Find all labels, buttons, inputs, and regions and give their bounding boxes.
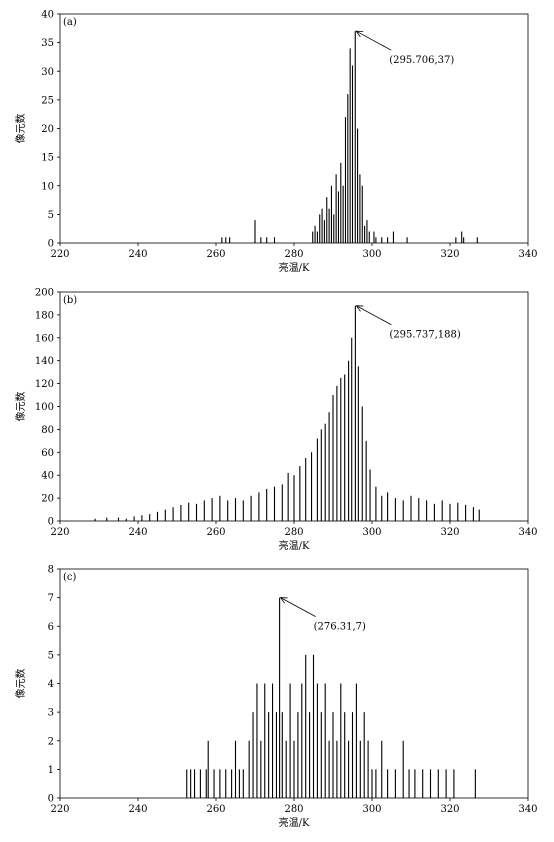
- y-tick-label: 8: [48, 565, 54, 576]
- x-tick-label: 240: [128, 527, 147, 538]
- x-tick-label: 220: [50, 527, 69, 538]
- y-tick-label: 6: [48, 622, 54, 633]
- x-axis-title: 亮温/K: [279, 539, 310, 552]
- y-tick-label: 0: [48, 794, 54, 805]
- x-tick-label: 220: [50, 249, 69, 260]
- y-tick-label: 30: [41, 67, 54, 78]
- y-tick-label: 80: [41, 425, 54, 436]
- annotation-arrow-line: [356, 30, 392, 51]
- x-tick-label: 220: [50, 804, 69, 815]
- panel-label: (c): [63, 572, 77, 583]
- annotation-arrow-line: [356, 305, 392, 326]
- y-axis-title: 像元数: [14, 392, 27, 422]
- x-tick-label: 300: [362, 804, 381, 815]
- x-tick-label: 280: [284, 249, 303, 260]
- annotation-arrow-head: [279, 597, 288, 604]
- y-tick-label: 35: [41, 38, 54, 49]
- y-tick-label: 7: [48, 593, 54, 604]
- annotation-arrow-line: [280, 597, 316, 617]
- y-tick-label: 40: [41, 471, 54, 482]
- y-tick-label: 160: [35, 333, 54, 344]
- y-tick-label: 20: [41, 124, 54, 135]
- y-axis-title: 像元数: [14, 669, 27, 699]
- peak-annotation-label: (276.31,7): [314, 622, 366, 633]
- y-tick-label: 5: [48, 650, 54, 661]
- y-tick-label: 100: [35, 402, 54, 413]
- peak-annotation-label: (295.737,188): [389, 330, 461, 341]
- y-tick-label: 2: [48, 736, 54, 747]
- x-tick-label: 320: [440, 527, 459, 538]
- y-tick-label: 5: [48, 210, 54, 221]
- y-tick-label: 180: [35, 310, 54, 321]
- x-tick-label: 260: [206, 804, 225, 815]
- panel-label: (b): [63, 295, 77, 306]
- y-tick-label: 40: [41, 10, 54, 21]
- y-tick-label: 20: [41, 494, 54, 505]
- y-tick-label: 0: [48, 239, 54, 250]
- x-tick-label: 280: [284, 804, 303, 815]
- x-tick-label: 280: [284, 527, 303, 538]
- y-tick-label: 60: [41, 448, 54, 459]
- bar-series: [221, 31, 478, 243]
- y-tick-label: 3: [48, 708, 54, 719]
- plot-frame: [59, 13, 529, 244]
- y-tick-label: 0: [48, 517, 54, 528]
- x-tick-label: 340: [518, 527, 537, 538]
- y-tick-label: 140: [35, 356, 54, 367]
- y-tick-label: 200: [35, 288, 54, 299]
- x-tick-label: 340: [518, 804, 537, 815]
- panel-label: (a): [63, 17, 77, 28]
- x-tick-label: 320: [440, 804, 459, 815]
- x-tick-label: 320: [440, 249, 459, 260]
- y-tick-label: 120: [35, 379, 54, 390]
- x-tick-label: 260: [206, 249, 225, 260]
- y-tick-label: 10: [41, 181, 54, 192]
- panel-a: (a) 220 240 260 280 300 320 340 0 5 10 15 20 25 30 35 40…: [14, 10, 538, 275]
- x-axis-title: 亮温/K: [279, 261, 310, 274]
- bar-series: [186, 597, 476, 798]
- y-tick-label: 15: [41, 153, 54, 164]
- x-tick-label: 300: [362, 249, 381, 260]
- y-tick-label: 25: [41, 95, 54, 106]
- x-tick-label: 340: [518, 249, 537, 260]
- x-tick-label: 300: [362, 527, 381, 538]
- annotation-arrow-head: [355, 305, 364, 312]
- y-tick-label: 4: [48, 679, 54, 690]
- x-axis-title: 亮温/K: [279, 816, 310, 829]
- y-tick-label: 1: [48, 765, 54, 776]
- panel-b: (b) 220 240 260 280 300 320 340 0 20 40 60 80 100 120 1…: [14, 288, 538, 553]
- x-tick-label: 260: [206, 527, 225, 538]
- panel-c: (c) 220 240 260 280 300 320 340 0 1 2 3 4 5 6 7 8 亮温/K 像元数…: [14, 565, 538, 830]
- bar-series: [94, 305, 480, 521]
- annotation-arrow-head: [355, 30, 364, 38]
- x-tick-label: 240: [128, 249, 147, 260]
- peak-annotation-label: (295.706,37): [389, 55, 454, 66]
- y-axis-title: 像元数: [14, 114, 27, 144]
- x-tick-label: 240: [128, 804, 147, 815]
